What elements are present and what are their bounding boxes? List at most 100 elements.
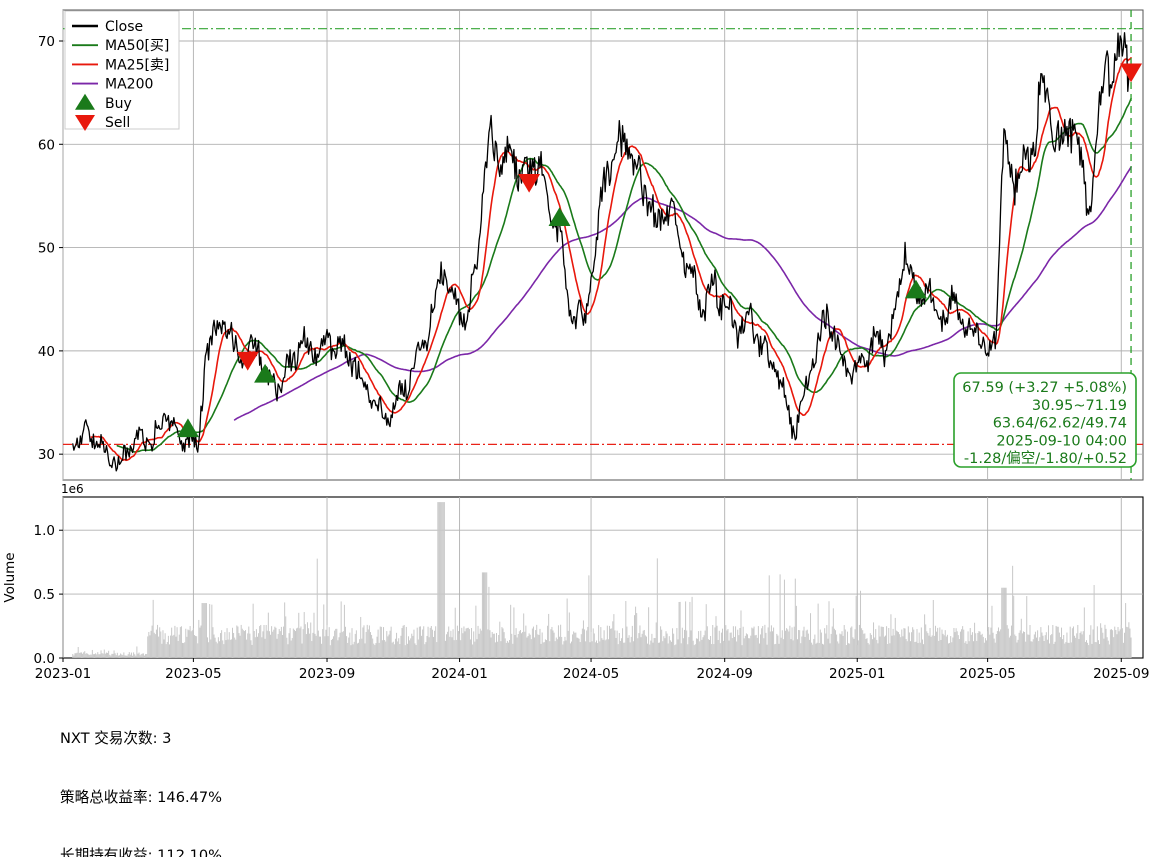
volume-bar (739, 628, 741, 658)
volume-bar (1089, 634, 1091, 658)
volume-bar (394, 638, 396, 658)
volume-bar (782, 639, 784, 658)
volume-bar (705, 604, 707, 658)
volume-bar (612, 621, 614, 658)
volume-bar (125, 655, 127, 658)
volume-bar (701, 639, 703, 658)
volume-bar (478, 633, 480, 658)
volume-bar (823, 644, 825, 658)
volume-bar (979, 631, 981, 658)
sell-marker[interactable] (236, 351, 259, 371)
volume-bar (613, 614, 615, 658)
volume-bar (166, 641, 168, 658)
volume-bar (792, 640, 794, 658)
volume-bar (993, 638, 995, 658)
volume-bar (999, 631, 1001, 658)
volume-bar (551, 626, 553, 658)
volume-bar (565, 640, 567, 658)
volume-bar (948, 643, 950, 658)
volume-bar (761, 628, 763, 658)
volume-bar (603, 630, 605, 658)
volume-bar (506, 640, 508, 658)
volume-bar (537, 634, 539, 658)
volume-bar (1063, 635, 1065, 658)
volume-bar (102, 653, 104, 658)
volume-bar (843, 625, 845, 658)
series-close (72, 32, 1132, 472)
volume-bar (137, 653, 139, 658)
volume-bar (398, 638, 400, 658)
volume-bar (392, 641, 394, 658)
volume-bar (741, 645, 743, 658)
volume-bar (805, 630, 807, 658)
volume-bar (183, 643, 185, 658)
volume-bar (209, 604, 211, 658)
volume-bar (1021, 633, 1023, 658)
volume-bar (883, 636, 885, 658)
volume-bar (1078, 639, 1080, 658)
price-tick-label: 60 (38, 137, 55, 153)
volume-bar (87, 653, 89, 658)
volume-bar (453, 640, 455, 658)
volume-bar (769, 631, 771, 658)
volume-bar (380, 626, 382, 658)
buy-marker[interactable] (254, 363, 277, 383)
volume-bar (868, 644, 870, 658)
sell-marker[interactable] (1120, 63, 1143, 83)
volume-bar (496, 633, 498, 658)
volume-bar (110, 655, 112, 658)
volume-bar (692, 640, 694, 658)
volume-bar (691, 596, 693, 658)
volume-bar (1088, 645, 1090, 658)
volume-bar (694, 644, 696, 658)
volume-bar (139, 655, 141, 658)
volume-bar (707, 639, 709, 658)
volume-bar (121, 654, 123, 658)
volume-bar (764, 624, 766, 658)
volume-bar (620, 638, 622, 658)
volume-bar (348, 637, 350, 658)
volume-bar (896, 631, 898, 658)
x-tick-label: 2023-09 (299, 666, 355, 682)
volume-bar (111, 653, 113, 658)
volume-bar (836, 634, 838, 658)
volume-bar (347, 642, 349, 658)
volume-bar (220, 633, 222, 658)
volume-bar (602, 639, 604, 658)
volume-bar (1109, 629, 1111, 658)
volume-bar (180, 626, 182, 658)
volume-bar (428, 637, 430, 658)
volume-bar (191, 630, 193, 658)
volume-bar (153, 632, 155, 658)
volume-bar (1017, 639, 1019, 658)
volume-bar (680, 643, 682, 658)
volume-bar (188, 630, 190, 658)
volume-bar (1080, 631, 1082, 658)
volume-bar (572, 634, 574, 658)
volume-bar (824, 628, 826, 658)
volume-bar (900, 637, 902, 658)
volume-bar (860, 590, 862, 658)
volume-bar (1052, 625, 1054, 658)
volume-bar (821, 643, 823, 658)
volume-bar (286, 637, 288, 658)
buy-marker[interactable] (904, 279, 927, 299)
volume-bar (729, 632, 731, 658)
buy-marker[interactable] (548, 207, 571, 226)
volume-bar (980, 634, 982, 658)
volume-bar (587, 626, 589, 658)
volume-bar (1053, 643, 1055, 658)
volume-bar (350, 645, 352, 658)
volume-bar (1025, 641, 1027, 658)
sell-marker[interactable] (518, 173, 541, 193)
info-box: 67.59 (+3.27 +5.08%) 30.95~71.19 63.64/62.… (953, 372, 1137, 468)
volume-bar (251, 644, 253, 658)
volume-bar (99, 654, 101, 658)
volume-bar (568, 612, 570, 658)
volume-bar (891, 635, 893, 658)
buy-marker[interactable] (176, 418, 199, 438)
volume-bar (225, 640, 227, 658)
volume-bar (510, 604, 512, 658)
volume-bar (657, 642, 659, 658)
volume-bar (697, 638, 699, 658)
